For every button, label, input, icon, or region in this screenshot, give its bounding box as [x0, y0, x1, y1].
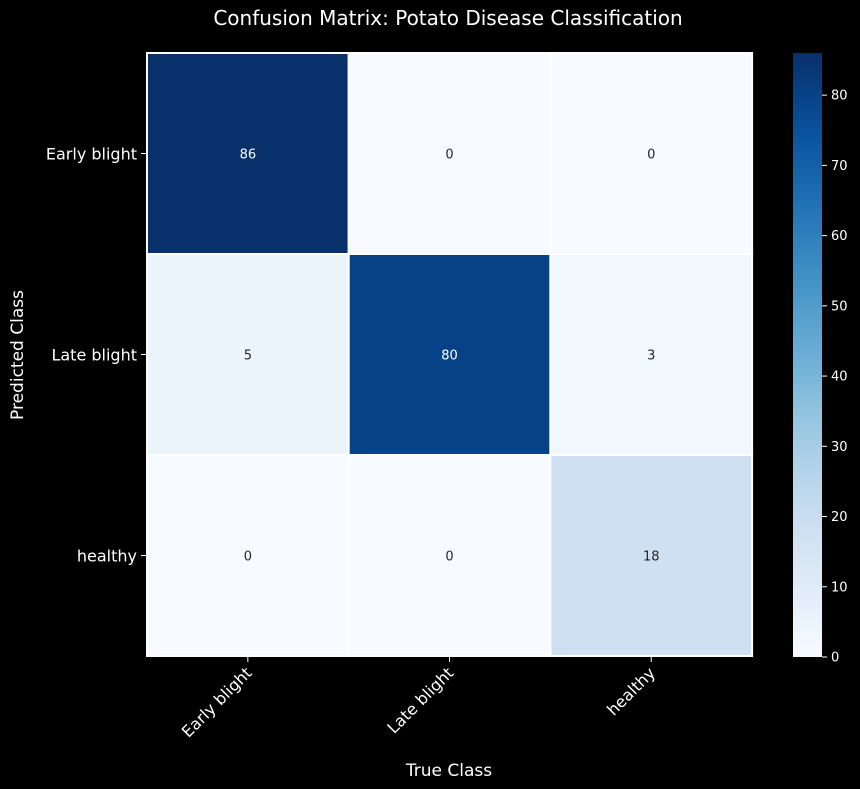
cell-value-label: 0 [244, 550, 252, 565]
heatmap-cell [146, 253, 350, 456]
heatmap-cell [347, 454, 552, 657]
heatmap-cell [549, 52, 754, 255]
x-tick-label: Late blight [383, 663, 457, 737]
heatmap-cell [146, 52, 350, 255]
colorbar: 0 10 20 30 40 50 60 70 80 [793, 53, 848, 666]
colorbar-tick-label: 20 [831, 510, 848, 525]
cell-value-label: 86 [240, 148, 257, 163]
y-axis-label: Predicted Class [8, 290, 28, 420]
colorbar-tick-label: 70 [831, 159, 848, 174]
heatmap-cell [549, 253, 754, 456]
cell-value-label: 0 [647, 148, 655, 163]
x-axis-ticks: Early blight Late blight healthy [178, 656, 659, 741]
colorbar-tick-label: 10 [831, 580, 848, 595]
y-tick-label: Early blight [46, 145, 137, 164]
colorbar-tick-label: 0 [831, 651, 839, 666]
cell-value-label: 80 [441, 349, 458, 364]
cell-value-label: 18 [643, 550, 660, 565]
colorbar-tick-label: 60 [831, 229, 848, 244]
colorbar-tick-label: 30 [831, 440, 848, 455]
chart-title: Confusion Matrix: Potato Disease Classif… [213, 6, 682, 30]
cell-value-label: 0 [445, 550, 453, 565]
x-tick-label: healthy [603, 663, 659, 719]
heatmap-cells [146, 52, 754, 657]
colorbar-gradient [793, 53, 822, 657]
y-tick-label: healthy [77, 547, 137, 566]
y-axis-ticks: Early blight Late blight healthy [46, 145, 147, 566]
y-tick-label: Late blight [51, 346, 137, 365]
x-tick-label: Early blight [178, 663, 256, 741]
heatmap-cell [347, 253, 552, 456]
cell-value-label: 5 [244, 349, 252, 364]
colorbar-tick-label: 50 [831, 299, 848, 314]
x-axis-label: True Class [405, 761, 492, 781]
heatmap-cell-labels: 86 0 0 5 80 3 0 0 18 [240, 148, 660, 565]
colorbar-tick-label: 80 [831, 89, 848, 104]
cell-value-label: 3 [647, 349, 655, 364]
colorbar-tick-label: 40 [831, 370, 848, 385]
heatmap-cell [347, 52, 552, 255]
cell-value-label: 0 [445, 148, 453, 163]
